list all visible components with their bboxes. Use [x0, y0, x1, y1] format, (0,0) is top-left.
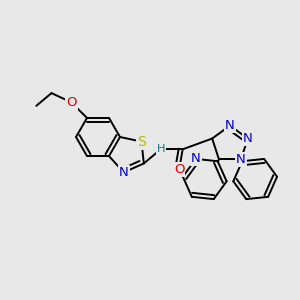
- Text: N: N: [236, 153, 246, 166]
- Text: H: H: [156, 144, 165, 154]
- Text: N: N: [225, 119, 235, 132]
- Text: N: N: [119, 166, 129, 179]
- Text: S: S: [137, 135, 146, 148]
- Text: N: N: [191, 152, 201, 165]
- Text: O: O: [174, 164, 184, 176]
- Text: O: O: [66, 96, 77, 109]
- Text: N: N: [243, 132, 253, 145]
